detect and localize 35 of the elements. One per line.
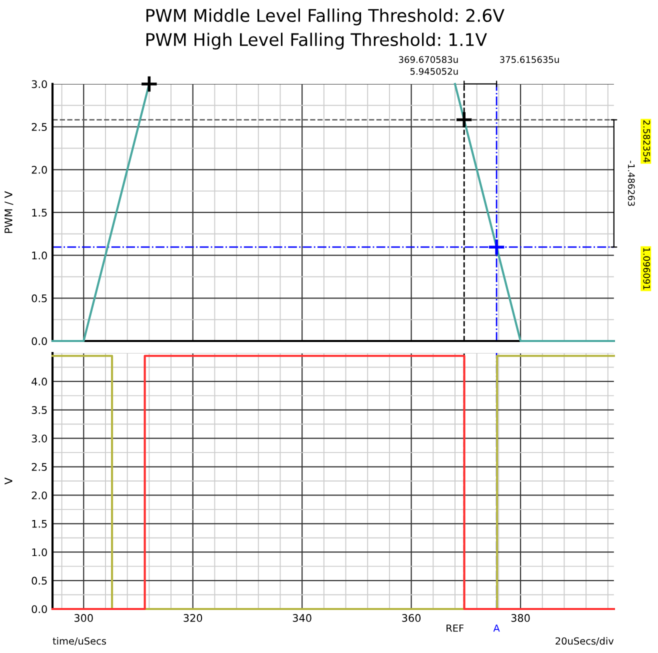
y-tick-label: 1.0: [32, 252, 47, 260]
text: 375.615635u: [500, 56, 559, 63]
y-tick-label: 2.0: [32, 166, 47, 174]
ref-line-label: REF: [446, 624, 464, 632]
text: 2.582354: [643, 120, 650, 162]
chart-title: PWM Middle Level Falling Threshold: 2.6V: [146, 8, 504, 26]
y-tick-label: 2.5: [32, 463, 47, 471]
y-tick-label: 3.0: [32, 80, 47, 88]
text: time/uSecs: [52, 637, 106, 646]
y-tick-label: 0.0: [32, 337, 47, 346]
y-tick-label: 1.0: [32, 548, 47, 556]
y-tick-label: 1.5: [32, 520, 47, 528]
chart-subtitle: PWM High Level Falling Threshold: 1.1V: [146, 32, 487, 50]
x-tick-label: 340: [292, 614, 312, 622]
y-tick-label: 1.5: [32, 208, 47, 217]
y-tick-label: 0.0: [32, 605, 47, 614]
y-tick-label: 2.5: [32, 123, 47, 131]
text: 5.945052u: [410, 68, 458, 75]
y-tick-label: 2.0: [32, 491, 47, 500]
y-tick-label: 3.5: [32, 406, 47, 414]
text: -1.486263: [628, 160, 635, 206]
text: 1.096091: [643, 248, 650, 290]
y-tick-label: 3.0: [32, 434, 47, 442]
text: 20uSecs/div: [556, 637, 614, 646]
y-axis-title: PWM / V: [4, 191, 14, 233]
y-tick-label: 0.5: [32, 576, 47, 585]
ref-line-label: A: [493, 624, 500, 632]
x-tick-label: 300: [74, 614, 93, 622]
x-tick-label: 320: [184, 614, 202, 622]
text: 369.670583u: [398, 56, 458, 63]
y-tick-label: 0.5: [32, 294, 47, 302]
y-tick-label: 4.0: [32, 378, 47, 386]
y-axis-title: V: [4, 478, 12, 484]
x-tick-label: 360: [402, 614, 421, 622]
x-tick-label: 380: [511, 614, 530, 622]
